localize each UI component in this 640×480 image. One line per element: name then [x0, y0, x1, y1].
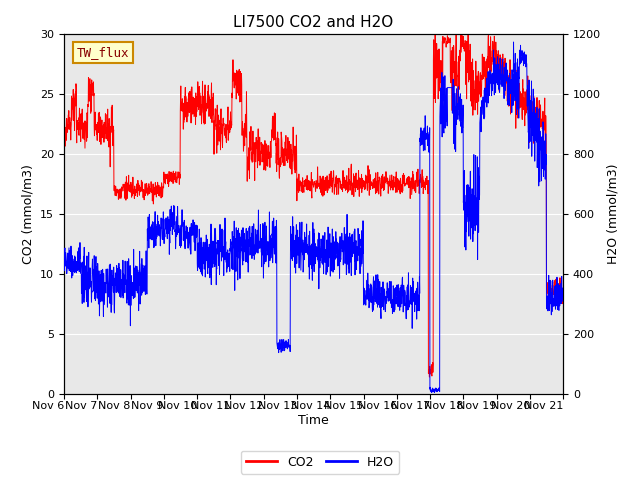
Title: LI7500 CO2 and H2O: LI7500 CO2 and H2O	[234, 15, 394, 30]
Text: TW_flux: TW_flux	[77, 46, 129, 59]
X-axis label: Time: Time	[298, 414, 329, 427]
Y-axis label: CO2 (mmol/m3): CO2 (mmol/m3)	[22, 164, 35, 264]
Legend: CO2, H2O: CO2, H2O	[241, 451, 399, 474]
Y-axis label: H2O (mmol/m3): H2O (mmol/m3)	[607, 163, 620, 264]
